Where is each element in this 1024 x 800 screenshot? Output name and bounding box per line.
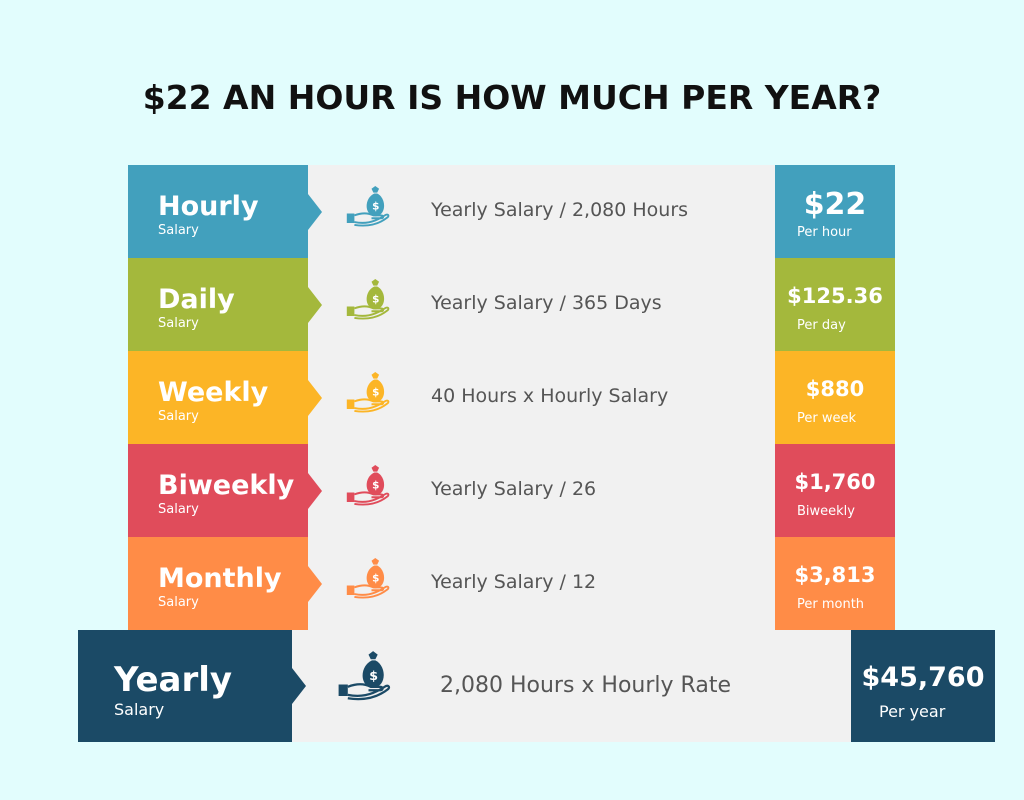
icon-wrap: $ (334, 650, 398, 705)
icon-wrap: $ (343, 278, 396, 324)
row-value-note: Biweekly (797, 504, 855, 519)
row-value-block: $22 Per hour (775, 165, 895, 258)
svg-text:$: $ (372, 201, 379, 213)
row-arrow (308, 379, 322, 416)
row-value-note: Per week (797, 411, 857, 426)
row-arrow (308, 565, 322, 602)
row-value-block: $3,813 Per month (775, 537, 895, 630)
icon-wrap: $ (343, 185, 396, 231)
row-label: Yearly (114, 660, 233, 700)
svg-text:$: $ (369, 668, 378, 683)
row-sublabel: Salary (158, 502, 199, 517)
svg-text:$: $ (372, 480, 379, 492)
svg-text:$: $ (372, 573, 379, 585)
row-value: $125.36 (787, 284, 883, 308)
row-value-note: Per hour (797, 225, 852, 240)
row-value-note: Per month (797, 597, 865, 612)
row-arrow (308, 472, 322, 509)
money-icon: $ (346, 464, 390, 506)
money-icon: $ (346, 371, 390, 413)
svg-text:$: $ (372, 294, 379, 306)
formula-panel (292, 165, 851, 742)
row-label-block: Hourly Salary (128, 165, 308, 258)
row-label-block: Monthly Salary (128, 537, 308, 630)
icon-wrap: $ (343, 557, 396, 603)
row-formula: Yearly Salary / 26 (431, 477, 597, 500)
row-value-block: $125.36 Per day (775, 258, 895, 351)
row-arrow (308, 286, 322, 323)
row-label: Monthly (158, 563, 282, 594)
row-value: $1,760 (794, 470, 876, 494)
money-icon: $ (338, 651, 391, 701)
money-icon: $ (346, 185, 390, 227)
row-formula: Yearly Salary / 12 (431, 570, 597, 593)
row-value-block: $1,760 Biweekly (775, 444, 895, 537)
money-icon: $ (346, 278, 390, 320)
row-arrow (308, 193, 322, 230)
row-arrow (292, 668, 306, 704)
row-label-block: Biweekly Salary (128, 444, 308, 537)
row-label-block: Weekly Salary (128, 351, 308, 444)
row-value-block: $45,760 Per year (851, 630, 995, 742)
row-formula: Yearly Salary / 2,080 Hours (431, 198, 689, 221)
row-value: $22 (803, 187, 867, 222)
row-value: $3,813 (794, 563, 876, 587)
row-value-note: Per year (879, 702, 946, 721)
icon-wrap: $ (343, 464, 396, 510)
row-sublabel: Salary (158, 223, 199, 238)
row-sublabel: Salary (158, 409, 199, 424)
row-formula: Yearly Salary / 365 Days (431, 291, 662, 314)
svg-text:$: $ (372, 387, 379, 399)
money-icon: $ (346, 557, 390, 599)
row-sublabel: Salary (114, 700, 165, 719)
row-label-block: Daily Salary (128, 258, 308, 351)
icon-wrap: $ (343, 371, 396, 417)
row-label: Hourly (158, 191, 259, 222)
row-label-block: Yearly Salary (78, 630, 292, 742)
row-sublabel: Salary (158, 316, 199, 331)
row-label: Biweekly (158, 470, 295, 501)
row-label: Daily (158, 284, 235, 315)
row-label: Weekly (158, 377, 269, 408)
row-value-block: $880 Per week (775, 351, 895, 444)
row-sublabel: Salary (158, 595, 199, 610)
row-value: $45,760 (861, 662, 985, 693)
row-value: $880 (805, 377, 865, 401)
row-value-note: Per day (797, 318, 846, 333)
title: $22 AN HOUR IS HOW MUCH PER YEAR? (142, 78, 882, 117)
row-formula: 40 Hours x Hourly Salary (431, 384, 669, 407)
row-formula: 2,080 Hours x Hourly Rate (440, 673, 731, 698)
